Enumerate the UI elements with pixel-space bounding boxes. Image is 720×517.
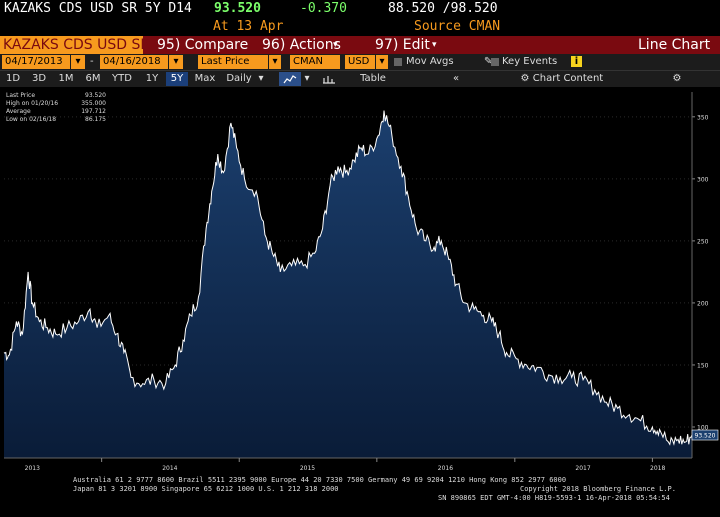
- y-tick-label: 150: [697, 362, 709, 369]
- key-events-checkbox[interactable]: [491, 58, 499, 66]
- period-toolbar: 1D 3D 1M 6M YTD 1Y 5Y Max Daily ▾ ▾ Tabl…: [0, 70, 720, 87]
- footer-contacts-line1: Australia 61 2 9777 8600 Brazil 5511 239…: [73, 476, 567, 484]
- end-date-field[interactable]: 04/16/2018: [100, 55, 168, 69]
- price-area: [4, 110, 692, 458]
- legend-value: 355.000: [81, 100, 106, 107]
- bid-ask: 88.520 /98.520: [388, 1, 498, 16]
- price-field-select[interactable]: Last Price: [198, 55, 268, 69]
- source-field[interactable]: CMAN: [290, 55, 340, 69]
- chart-type-label: Line Chart: [638, 37, 711, 53]
- period-1d[interactable]: 1D: [5, 73, 21, 84]
- legend-value: 86.175: [85, 116, 106, 123]
- legend-label: Last Price: [6, 92, 36, 99]
- period-1m[interactable]: 1M: [58, 73, 74, 84]
- chart-legend: Last Price 93.520 High on 01/20/16 355.000…: [6, 92, 106, 124]
- key-events-label[interactable]: Key Events: [502, 56, 558, 67]
- legend-label: Low on 02/16/18: [6, 116, 57, 123]
- last-price-tag: 93.520: [691, 429, 719, 441]
- period-max[interactable]: Max: [194, 73, 216, 84]
- footer-copyright: Copyright 2018 Bloomberg Finance L.P.: [520, 485, 676, 493]
- date-separator: -: [90, 56, 94, 67]
- chart-content-gear-icon: ⚙: [520, 73, 530, 84]
- chart-style-dropdown-icon[interactable]: ▾: [304, 73, 310, 84]
- footer: Australia 61 2 9777 8600 Brazil 5511 239…: [0, 474, 720, 517]
- legend-value: 93.520: [85, 92, 106, 99]
- interval-select[interactable]: Daily: [226, 73, 252, 84]
- edit-dropdown-icon: ▾: [432, 40, 437, 50]
- bar-chart-icon[interactable]: [318, 72, 340, 86]
- actions-menu[interactable]: 96) Actions: [262, 37, 341, 53]
- price-change: -0.370: [300, 1, 347, 16]
- period-1y[interactable]: 1Y: [145, 73, 159, 84]
- period-6m[interactable]: 6M: [85, 73, 101, 84]
- legend-value: 197.712: [81, 108, 106, 115]
- footer-session-info: SN 890865 EDT GMT-4:00 H819-5593-1 16-Ap…: [438, 494, 670, 502]
- settings-gear-icon[interactable]: ⚙: [672, 73, 682, 84]
- collapse-icon[interactable]: «: [452, 73, 460, 84]
- y-tick-label: 100: [697, 424, 709, 431]
- footer-contacts-line2: Japan 81 3 3201 8900 Singapore 65 6212 1…: [73, 485, 339, 493]
- x-tick-label: 2018: [650, 465, 665, 472]
- x-tick-label: 2014: [162, 465, 177, 472]
- x-tick-label: 2015: [300, 465, 315, 472]
- interval-dropdown-icon[interactable]: ▾: [258, 73, 264, 84]
- legend-row-high: High on 01/20/16 355.000: [6, 100, 106, 108]
- y-tick-label: 200: [697, 300, 709, 307]
- as-of-date: At 13 Apr: [213, 19, 284, 34]
- security-header: KAZAKS CDS USD SR 5Y D14 93.520 -0.370 8…: [0, 0, 720, 36]
- legend-label: Average: [6, 108, 31, 115]
- chart-toolbar: 04/17/2013 ▾ - 04/16/2018 ▾ Last Price ▾…: [0, 54, 720, 70]
- end-date-dropdown[interactable]: ▾: [169, 55, 183, 69]
- last-price: 93.520: [214, 1, 261, 16]
- actions-dropdown-icon: ▾: [333, 40, 338, 50]
- x-tick-label: 2013: [25, 465, 40, 472]
- line-chart-icon[interactable]: [279, 72, 301, 86]
- info-icon[interactable]: i: [571, 56, 582, 67]
- legend-row-last: Last Price 93.520: [6, 92, 106, 100]
- x-axis: 2013 2014 2015 2016 2017 2018: [4, 457, 692, 472]
- last-price-tag-box: [691, 429, 719, 441]
- x-tick-label: 2017: [575, 465, 590, 472]
- mov-avgs-label[interactable]: Mov Avgs: [406, 56, 454, 67]
- period-ytd[interactable]: YTD: [112, 73, 132, 84]
- start-date-field[interactable]: 04/17/2013: [2, 55, 70, 69]
- ticker-title: KAZAKS CDS USD SR 5Y D14: [4, 1, 192, 16]
- chart-content-button[interactable]: Chart Content: [532, 73, 604, 84]
- price-field-dropdown[interactable]: ▾: [269, 55, 281, 69]
- mov-avgs-checkbox[interactable]: [394, 58, 402, 66]
- currency-select[interactable]: USD: [345, 55, 375, 69]
- start-date-dropdown[interactable]: ▾: [71, 55, 85, 69]
- legend-row-low: Low on 02/16/18 86.175: [6, 116, 106, 124]
- price-line: [3, 110, 693, 446]
- y-tick-label: 350: [697, 114, 709, 121]
- legend-label: High on 01/20/16: [6, 100, 59, 107]
- y-axis: 100 150 200 250 300 350: [691, 92, 709, 458]
- pencil-icon[interactable]: ✎: [484, 56, 493, 67]
- y-tick-label: 250: [697, 238, 709, 245]
- x-tick-label: 2016: [438, 465, 453, 472]
- security-name: KAZAKS CDS USD SR: [0, 36, 150, 54]
- y-tick-label: 300: [697, 176, 709, 183]
- function-menubar: KAZAKS CDS USD SR 95) Compare 96) Action…: [0, 36, 720, 54]
- currency-dropdown[interactable]: ▾: [376, 55, 388, 69]
- compare-menu[interactable]: 95) Compare: [157, 37, 249, 53]
- period-5y[interactable]: 5Y: [166, 72, 188, 86]
- price-source: Source CMAN: [414, 19, 501, 34]
- legend-row-average: Average 197.712: [6, 108, 106, 116]
- last-price-tag-label: 93.520: [695, 433, 716, 440]
- period-3d[interactable]: 3D: [31, 73, 47, 84]
- edit-menu[interactable]: 97) Edit: [375, 37, 430, 53]
- table-button[interactable]: Table: [360, 73, 386, 84]
